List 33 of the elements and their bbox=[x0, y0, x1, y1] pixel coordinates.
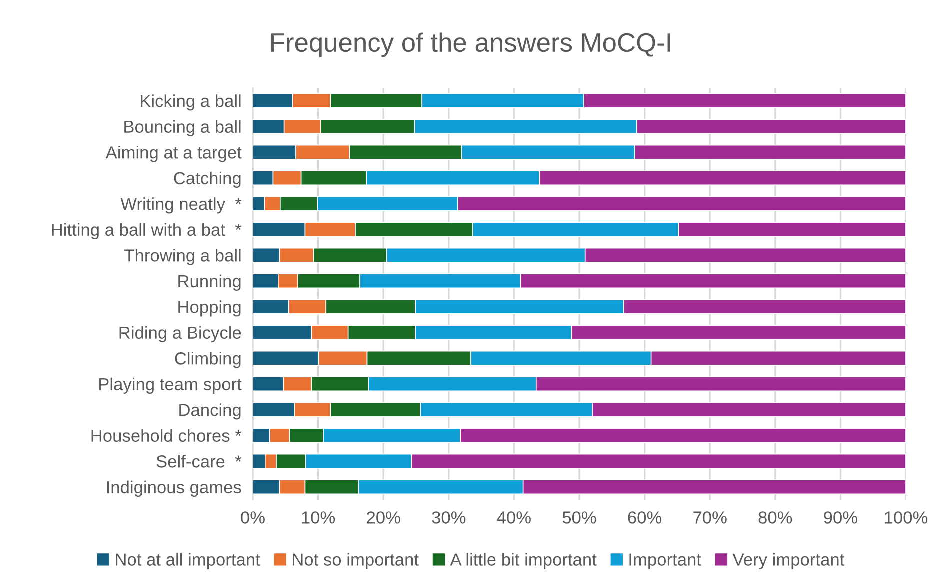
y-tick-label: Riding a Bicycle bbox=[120, 326, 242, 343]
chart-title: Frequency of the answers MoCQ-I bbox=[272, 32, 670, 58]
y-tick-label: Playing team sport bbox=[100, 378, 242, 394]
x-tick-label: 60% bbox=[628, 512, 662, 524]
y-tick-label: Kicking a ball bbox=[141, 94, 241, 111]
x-tick-label: 20% bbox=[367, 512, 400, 524]
y-tick-label: Running bbox=[178, 274, 241, 292]
legend-label: Important bbox=[630, 554, 702, 570]
y-tick-label: Indiginous games bbox=[107, 480, 242, 498]
y-tick-label: Self-care * bbox=[156, 455, 242, 468]
y-tick-label: Catching bbox=[174, 172, 241, 188]
y-tick-label: Bouncing a ball bbox=[124, 120, 241, 137]
y-tick-label: Hitting a ball with a bat * bbox=[52, 223, 242, 240]
x-tick-label: 70% bbox=[694, 512, 727, 524]
legend-label: Not so important bbox=[293, 553, 419, 570]
y-tick-label: Aiming at a target bbox=[106, 146, 242, 162]
y-tick-label: Writing neatly * bbox=[120, 198, 242, 214]
x-tick-label: 30% bbox=[432, 512, 466, 524]
y-tick-label: Household chores * bbox=[92, 429, 242, 442]
y-tick-label: Hopping bbox=[178, 300, 241, 317]
legend-label: A little bit important bbox=[450, 553, 597, 570]
x-tick-label: 90% bbox=[824, 512, 858, 524]
x-tick-label: 10% bbox=[302, 512, 336, 524]
x-tick-label: 40% bbox=[497, 512, 531, 524]
x-tick-label: 100% bbox=[885, 512, 928, 524]
x-tick-label: 50% bbox=[562, 512, 596, 524]
y-tick-label: Dancing bbox=[180, 404, 241, 420]
x-tick-label: 80% bbox=[758, 512, 792, 524]
legend-label: Very important bbox=[732, 553, 845, 570]
x-tick-label: 0% bbox=[241, 512, 265, 524]
legend-label: Not at all important bbox=[116, 553, 260, 570]
y-tick-label: Climbing bbox=[175, 352, 241, 368]
y-tick-label: Throwing a ball bbox=[124, 249, 241, 266]
